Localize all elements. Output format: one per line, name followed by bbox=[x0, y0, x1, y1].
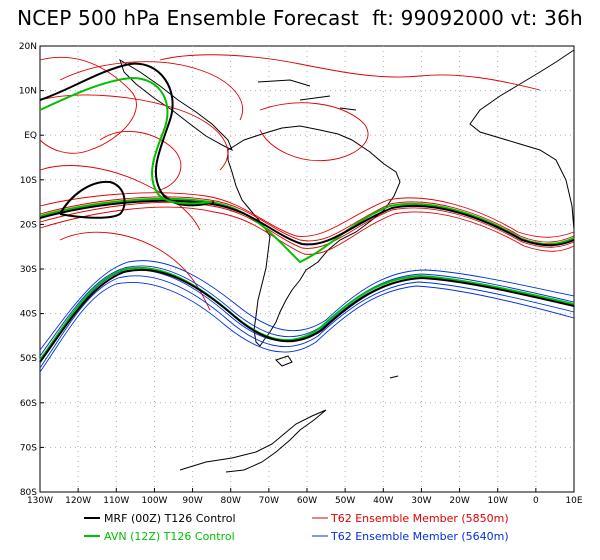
lon-label: 90W bbox=[182, 496, 202, 506]
lat-label: 60S bbox=[20, 399, 37, 409]
ensemble-5850m-contour bbox=[39, 192, 575, 238]
lon-label: 110W bbox=[103, 496, 129, 506]
lon-label: 30W bbox=[411, 496, 431, 506]
mrf-control-5640 bbox=[39, 268, 575, 363]
ensemble-5850m-contour bbox=[39, 201, 575, 249]
lon-label: 0 bbox=[533, 496, 539, 506]
lon-label: 80W bbox=[221, 496, 241, 506]
legend-item-mrf: MRF (00Z) T126 Control bbox=[84, 512, 236, 525]
legend-item-ens5640: T62 Ensemble Member (5640m) bbox=[312, 530, 509, 543]
ensemble-5850m bbox=[39, 54, 575, 311]
lon-label: 100W bbox=[141, 496, 167, 506]
ensemble-5640m-contour bbox=[39, 260, 575, 351]
graticule bbox=[39, 45, 575, 493]
antarctic-peninsula bbox=[179, 409, 327, 473]
lon-label: 60W bbox=[297, 496, 317, 506]
coastlines bbox=[119, 49, 575, 473]
lon-label: 20W bbox=[449, 496, 469, 506]
ensemble-5640m bbox=[39, 260, 575, 373]
lat-label: 10N bbox=[19, 87, 37, 97]
ensemble-5850m-contour bbox=[259, 102, 369, 162]
latitude-labels: 20N 10N EQ 10S 20S 30S 40S 50S 60S 70S 80S bbox=[19, 42, 37, 498]
lat-label: EQ bbox=[24, 131, 37, 141]
lon-label: 40W bbox=[373, 496, 393, 506]
lon-label: 70W bbox=[259, 496, 279, 506]
ensemble-5640m-contour bbox=[39, 282, 575, 373]
lat-label: 30S bbox=[20, 265, 37, 275]
longitude-labels: 130W 120W 110W 100W 90W 80W 70W 60W 50W 40W 30W 20W… bbox=[27, 496, 583, 506]
avn-control-north bbox=[39, 76, 213, 205]
legend-label: T62 Ensemble Member (5640m) bbox=[330, 530, 509, 543]
ensemble-5640m-contour bbox=[39, 275, 575, 369]
legend-item-avn: AVN (12Z) T126 Control bbox=[84, 530, 235, 543]
central-america-coast bbox=[119, 58, 233, 152]
legend-label: T62 Ensemble Member (5850m) bbox=[330, 512, 509, 525]
falkland-islands bbox=[275, 355, 399, 379]
ensemble-5850m-contour bbox=[99, 131, 182, 191]
lat-label: 20S bbox=[20, 220, 37, 230]
lon-label: 120W bbox=[65, 496, 91, 506]
mrf-closed-low bbox=[59, 180, 126, 219]
lon-label: 10E bbox=[565, 496, 582, 506]
mrf-control-5850 bbox=[39, 199, 575, 247]
legend-label: AVN (12Z) T126 Control bbox=[104, 530, 235, 543]
ensemble-5850m-contour bbox=[39, 56, 137, 154]
ensemble-5850m-contour bbox=[39, 196, 575, 243]
caribbean-islands bbox=[257, 79, 357, 111]
south-america-coast bbox=[227, 125, 401, 347]
ensemble-5850m-contour bbox=[39, 206, 575, 255]
lon-label: 130W bbox=[27, 496, 53, 506]
ensemble-5850m-contour bbox=[39, 94, 229, 171]
lat-label: 50S bbox=[20, 354, 37, 364]
lat-label: 70S bbox=[20, 443, 37, 453]
ensemble-5850m-contour bbox=[39, 165, 201, 231]
lon-label: 10W bbox=[488, 496, 508, 506]
lat-label: 80S bbox=[20, 488, 37, 498]
lat-label: 20N bbox=[19, 42, 37, 52]
ensemble-5640m-contour bbox=[39, 265, 575, 357]
map-title: NCEP 500 hPa Ensemble Forecast ft: 99092… bbox=[17, 6, 583, 30]
lat-label: 10S bbox=[20, 176, 37, 186]
africa-coast bbox=[469, 49, 575, 231]
lat-label: 40S bbox=[20, 310, 37, 320]
lon-label: 50W bbox=[335, 496, 355, 506]
legend-label: MRF (00Z) T126 Control bbox=[104, 512, 236, 525]
legend-item-ens5850: T62 Ensemble Member (5850m) bbox=[312, 512, 509, 525]
control-runs bbox=[39, 62, 575, 363]
ensemble-5850m-contour bbox=[59, 61, 244, 121]
ensemble-5850m-contour bbox=[159, 54, 541, 91]
legend: MRF (00Z) T126 Control AVN (12Z) T126 Co… bbox=[84, 512, 509, 543]
